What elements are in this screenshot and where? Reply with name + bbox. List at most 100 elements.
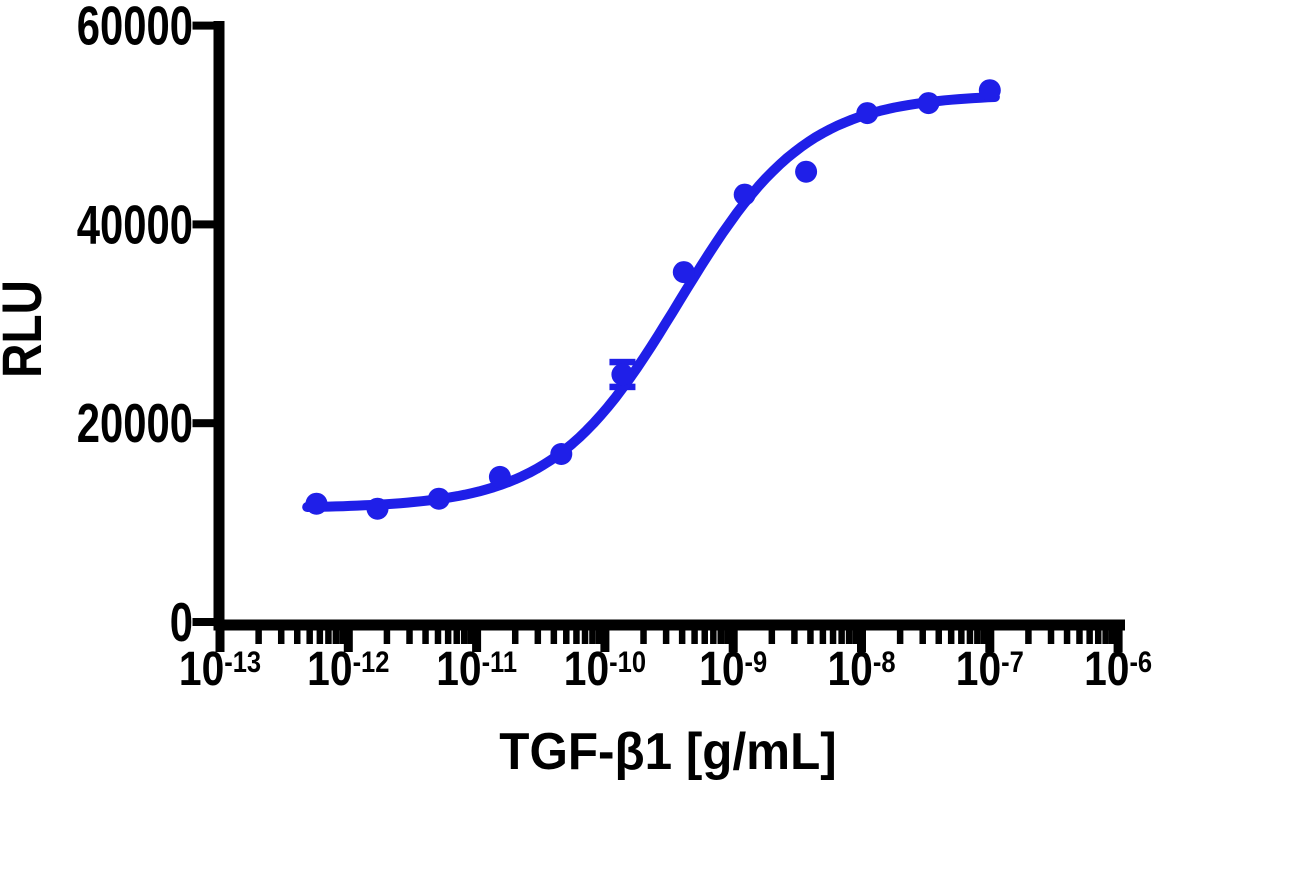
x-axis-minor-tick xyxy=(691,629,698,644)
x-axis-minor-tick xyxy=(724,629,731,644)
y-axis-tick xyxy=(192,21,214,30)
x-axis-major-tick xyxy=(857,629,866,652)
x-axis-minor-tick xyxy=(460,629,468,644)
x-axis-tick-label: 10-7 xyxy=(956,643,1024,696)
x-axis-minor-tick xyxy=(980,629,988,644)
x-axis-minor-tick xyxy=(1076,629,1083,644)
x-axis-tick-label: 10-13 xyxy=(179,643,261,696)
x-axis-minor-tick xyxy=(406,629,413,644)
x-axis-minor-tick xyxy=(332,629,340,644)
x-axis-major-tick xyxy=(985,629,995,652)
x-axis-major-tick xyxy=(343,629,353,652)
y-axis-tick xyxy=(192,618,214,626)
data-point xyxy=(611,363,634,386)
x-axis-minor-tick xyxy=(277,629,285,644)
data-point xyxy=(366,497,389,520)
x-axis-minor-tick xyxy=(966,629,974,644)
y-axis-tick-label: 40000 xyxy=(77,195,193,256)
y-axis-title: RLU xyxy=(0,280,54,378)
data-point xyxy=(795,160,818,183)
x-axis-minor-tick xyxy=(1094,629,1102,644)
x-axis-minor-tick xyxy=(581,629,589,644)
x-axis-major-tick xyxy=(215,629,225,652)
x-axis-tick-label: 10-8 xyxy=(827,643,895,696)
data-point xyxy=(305,492,328,515)
x-axis-minor-tick xyxy=(1102,629,1109,644)
x-axis-major-tick xyxy=(600,629,610,652)
y-axis-tick xyxy=(192,419,214,428)
x-axis-minor-tick xyxy=(563,629,570,644)
x-axis-minor-tick xyxy=(325,629,332,644)
y-axis-line xyxy=(213,21,225,631)
x-axis-minor-tick xyxy=(768,629,776,644)
error-bar-cap-top xyxy=(609,358,636,366)
x-axis-minor-tick xyxy=(595,629,603,644)
x-axis-minor-tick xyxy=(453,629,460,644)
y-axis-tick-label: 20000 xyxy=(77,394,193,455)
x-axis-minor-tick xyxy=(791,629,798,644)
x-axis-minor-tick xyxy=(306,629,313,644)
data-point xyxy=(856,102,879,125)
plot-area: 0 20000 40000 60000 10-13 10-12 10-11 10-10 10-9… xyxy=(77,0,1152,696)
x-axis-minor-tick xyxy=(896,629,904,644)
x-axis-minor-tick xyxy=(838,629,845,644)
x-axis-minor-tick xyxy=(316,629,324,644)
x-axis-minor-tick xyxy=(255,629,262,644)
data-point xyxy=(488,465,511,488)
x-axis-minor-tick xyxy=(589,629,596,644)
x-axis-major-tick xyxy=(728,629,738,652)
x-axis-minor-tick xyxy=(640,629,647,644)
data-point xyxy=(550,443,573,465)
x-axis-line xyxy=(213,619,1125,631)
y-axis-tick xyxy=(192,220,214,229)
x-axis-minor-tick xyxy=(1108,629,1116,644)
x-axis-tick-label: 10-11 xyxy=(436,643,517,696)
x-axis-minor-tick xyxy=(935,629,942,644)
x-axis-minor-tick xyxy=(573,629,580,644)
x-axis-tick-label: 10-9 xyxy=(699,643,767,696)
x-axis-major-tick xyxy=(472,629,482,652)
x-axis-minor-tick xyxy=(710,629,717,644)
x-axis-minor-tick xyxy=(1086,629,1093,644)
x-axis-minor-tick xyxy=(819,629,827,644)
x-axis-tick-label: 10-6 xyxy=(1084,643,1152,696)
x-axis-minor-tick xyxy=(947,629,955,644)
x-axis-minor-tick xyxy=(845,629,853,644)
x-axis-minor-tick xyxy=(974,629,981,644)
x-axis-minor-tick xyxy=(434,629,442,644)
x-axis-minor-tick xyxy=(1063,629,1071,644)
x-axis-minor-tick xyxy=(662,629,670,644)
x-axis-minor-tick xyxy=(444,629,452,644)
x-axis-minor-tick xyxy=(534,629,542,644)
x-axis-minor-tick xyxy=(422,629,429,644)
x-axis-minor-tick xyxy=(852,629,859,644)
x-axis-minor-tick xyxy=(829,629,837,644)
x-axis-minor-tick xyxy=(717,629,725,644)
x-axis-tick-label: 10-12 xyxy=(307,643,389,696)
data-point xyxy=(427,487,450,510)
x-axis-minor-tick xyxy=(807,629,814,644)
y-axis-tick-label: 60000 xyxy=(77,0,193,57)
x-axis-minor-tick xyxy=(678,629,686,644)
x-axis-minor-tick xyxy=(1047,629,1055,644)
x-axis-minor-tick xyxy=(919,629,926,644)
x-axis-minor-tick xyxy=(293,629,301,644)
x-axis-minor-tick xyxy=(383,629,391,644)
data-point xyxy=(733,183,756,206)
x-axis-minor-tick xyxy=(467,629,474,644)
data-point xyxy=(917,92,940,115)
x-axis-tick-label: 10-10 xyxy=(564,643,646,696)
x-axis-minor-tick xyxy=(701,629,708,644)
data-point xyxy=(978,79,1001,102)
x-axis-minor-tick xyxy=(511,629,519,644)
y-axis-tick-label: 0 xyxy=(170,593,193,654)
x-axis-title: TGF-β1 [g/mL] xyxy=(499,722,836,780)
x-axis-major-tick xyxy=(1113,629,1123,652)
data-point xyxy=(672,261,695,284)
x-axis-minor-tick xyxy=(339,629,346,644)
x-axis-minor-tick xyxy=(958,629,965,644)
x-axis-minor-tick xyxy=(550,629,558,644)
fit-curve xyxy=(302,92,1000,512)
